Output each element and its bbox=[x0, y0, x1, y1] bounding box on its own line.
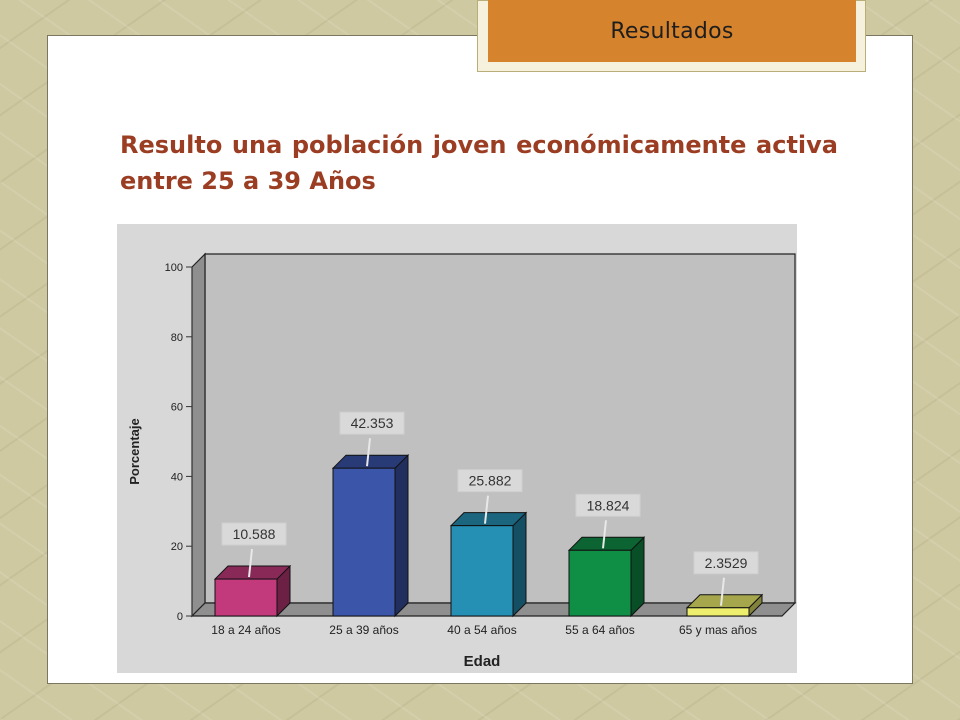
data-label: 25.882 bbox=[469, 473, 512, 489]
data-label-leader bbox=[720, 577, 725, 606]
data-label: 18.824 bbox=[587, 497, 630, 513]
data-label-box bbox=[693, 551, 759, 575]
bar-chart-svg: 0 20 40 60 80 100 Porcentaje 10.588 18 a 24 años… bbox=[127, 252, 797, 670]
y-tick-label: 40 bbox=[171, 471, 183, 483]
plot-left-wall bbox=[191, 252, 206, 618]
bar bbox=[214, 578, 278, 617]
bar bbox=[568, 549, 632, 617]
bar-top bbox=[685, 594, 764, 609]
data-label-box bbox=[575, 493, 641, 517]
y-tick-label: 100 bbox=[165, 262, 183, 274]
bar-top bbox=[331, 454, 410, 469]
x-tick-label: 65 y mas años bbox=[679, 623, 757, 637]
bar-side bbox=[630, 536, 645, 618]
data-label: 10.588 bbox=[233, 526, 276, 542]
bar-side bbox=[394, 453, 409, 618]
bar-side bbox=[512, 511, 527, 618]
bar bbox=[450, 525, 514, 617]
data-label-box bbox=[339, 411, 405, 435]
x-tick-label: 40 a 54 años bbox=[447, 623, 516, 637]
slide-headline: Resulto una población joven económicamen… bbox=[120, 131, 838, 195]
x-tick-label: 25 a 39 años bbox=[329, 623, 398, 637]
y-tick-label: 20 bbox=[171, 541, 183, 553]
x-tick-label: 18 a 24 años bbox=[211, 623, 280, 637]
data-label-leader bbox=[366, 438, 371, 467]
bar bbox=[332, 467, 396, 617]
data-label-leader bbox=[602, 520, 607, 549]
bar-top bbox=[567, 536, 646, 551]
bar-chart: 0 20 40 60 80 100 Porcentaje 10.588 18 a 24 años… bbox=[117, 224, 797, 673]
data-label: 42.353 bbox=[351, 415, 394, 431]
bar-top bbox=[213, 565, 292, 580]
x-axis-title: Edad bbox=[464, 653, 501, 670]
data-label: 2.3529 bbox=[705, 555, 748, 571]
y-tick-label: 80 bbox=[171, 332, 183, 344]
section-tab: Resultados bbox=[488, 0, 856, 62]
data-label-box bbox=[457, 469, 523, 493]
data-label-leader bbox=[248, 548, 253, 578]
data-label-leader bbox=[484, 495, 489, 524]
bar-top bbox=[449, 512, 528, 527]
data-label-box bbox=[221, 522, 287, 546]
x-tick-label: 55 a 64 años bbox=[565, 623, 634, 637]
y-axis-title: Porcentaje bbox=[127, 418, 142, 484]
bar bbox=[686, 607, 750, 617]
y-tick-label: 60 bbox=[171, 402, 183, 414]
y-tick-label: 0 bbox=[177, 611, 183, 623]
